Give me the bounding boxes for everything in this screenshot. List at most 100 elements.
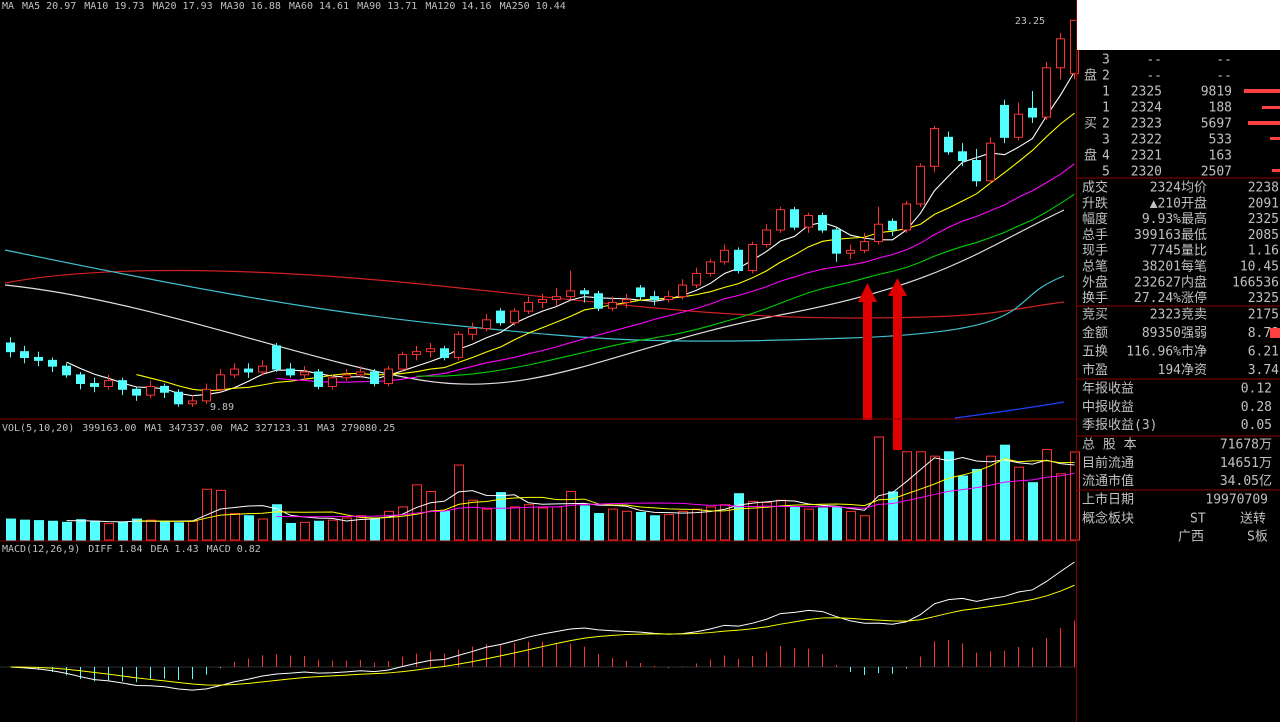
candle-body	[76, 374, 85, 385]
volume-bar	[300, 521, 310, 541]
stat-value: 194	[1158, 363, 1182, 378]
ma-line	[276, 163, 1075, 383]
candle-body	[216, 374, 225, 390]
chart-layer: MA MA5 20.97 MA10 19.73 MA20 17.93 MA30 16.8…	[0, 1, 1279, 691]
candle-body	[1042, 67, 1051, 118]
volume-bar	[342, 517, 352, 541]
candle-body	[818, 215, 827, 231]
indicator-label: 399163.00	[82, 423, 136, 434]
level-price: 2325	[1131, 85, 1162, 100]
volume-bar	[986, 455, 996, 541]
volume-ma-line	[276, 472, 1075, 518]
candle-body	[1056, 38, 1065, 69]
arrow-shaft	[863, 300, 872, 420]
stat-label: 内盘	[1181, 274, 1207, 290]
stat-value: 3.74	[1248, 363, 1279, 378]
indicator-label: MA2 327123.31	[231, 423, 309, 434]
candle-body	[286, 368, 295, 376]
stat-value: 2085	[1248, 228, 1279, 243]
candle-body	[258, 365, 267, 373]
stat-value: 2091	[1248, 196, 1279, 211]
candle-body	[174, 391, 183, 405]
level-volume: 533	[1209, 133, 1232, 148]
concept-tag: S板	[1247, 530, 1268, 545]
info-value: 0.28	[1241, 400, 1272, 415]
candle-body	[874, 223, 883, 243]
candle-body	[720, 249, 729, 263]
volume-bar	[272, 504, 282, 541]
volume-bar	[398, 506, 408, 541]
candle-body	[90, 383, 99, 387]
indicator-label: MA60 14.61	[289, 1, 349, 12]
volume-bar	[1042, 449, 1052, 541]
info-value: 14651万	[1220, 456, 1272, 471]
concept-tag: 广西	[1178, 530, 1204, 545]
candle-body	[664, 296, 673, 301]
stat-value: 116.96%	[1126, 345, 1181, 360]
volume-bar	[706, 506, 716, 541]
stat-label: 强弱	[1181, 326, 1207, 341]
volume-bar	[524, 504, 534, 541]
sell-label: 盘	[1084, 68, 1097, 84]
volume-bar	[370, 518, 380, 541]
candle-body	[678, 284, 687, 298]
stat-value: 27.24%	[1134, 291, 1181, 306]
candle-body	[650, 296, 659, 301]
level-index: 2	[1102, 69, 1110, 84]
stat-value: 9.93%	[1142, 212, 1181, 227]
volume-bar	[468, 499, 478, 541]
info-value: 71678万	[1220, 438, 1272, 453]
info-label: 总 股 本	[1082, 438, 1137, 453]
level-index: 1	[1102, 101, 1110, 116]
volume-bar	[1014, 466, 1024, 541]
candle-body	[636, 287, 645, 298]
info-label: 中报收益	[1082, 400, 1134, 415]
level-index: 4	[1102, 149, 1110, 164]
candle-body	[244, 368, 253, 373]
high-price-label: 23.25	[1015, 16, 1045, 27]
volume-bar	[356, 515, 366, 541]
volume-bar	[118, 521, 128, 541]
candle-body	[580, 290, 589, 295]
volume-bar	[832, 506, 842, 541]
stat-value: 10.45	[1240, 260, 1279, 275]
candle-body	[902, 203, 911, 231]
volume-bar	[608, 508, 618, 541]
level-price: 2322	[1131, 133, 1162, 148]
stat-value: 2238	[1248, 181, 1279, 196]
candle-body	[62, 365, 71, 376]
stat-label: 成交	[1082, 180, 1108, 196]
stat-value: 1.16	[1248, 244, 1279, 259]
volume-bar	[34, 520, 44, 541]
level-price: --	[1146, 69, 1162, 84]
volume-bar	[636, 511, 646, 541]
volume-bar	[650, 515, 660, 541]
level-volume: 5697	[1201, 117, 1232, 132]
logo-box	[1077, 0, 1280, 50]
candle-body	[832, 229, 841, 254]
signal-arrows	[858, 278, 907, 450]
stat-label: 市净	[1181, 344, 1207, 360]
candle-body	[748, 243, 757, 272]
stat-label: 量比	[1181, 244, 1207, 259]
volume-ma-line	[66, 456, 1075, 523]
candle-body	[762, 229, 771, 245]
depth-bar	[1272, 169, 1280, 172]
candle-body	[986, 142, 995, 182]
arrow-head	[858, 283, 877, 302]
volume-bar	[958, 475, 968, 541]
candle-body	[202, 388, 211, 402]
level-index: 3	[1102, 133, 1110, 148]
indicator-label: MA3 279080.25	[317, 423, 395, 434]
indicator-label: DIFF 1.84	[88, 544, 142, 555]
candle-body	[230, 368, 239, 376]
volume-bar	[244, 515, 254, 541]
level-price: 2323	[1131, 117, 1162, 132]
volume-bar	[1000, 444, 1010, 541]
candle-body	[188, 400, 197, 405]
indicator-label: MACD(12,26,9)	[2, 544, 80, 555]
volume-bar	[874, 436, 884, 541]
depth-bar	[1248, 121, 1280, 125]
info-label: 上市日期	[1082, 492, 1134, 508]
